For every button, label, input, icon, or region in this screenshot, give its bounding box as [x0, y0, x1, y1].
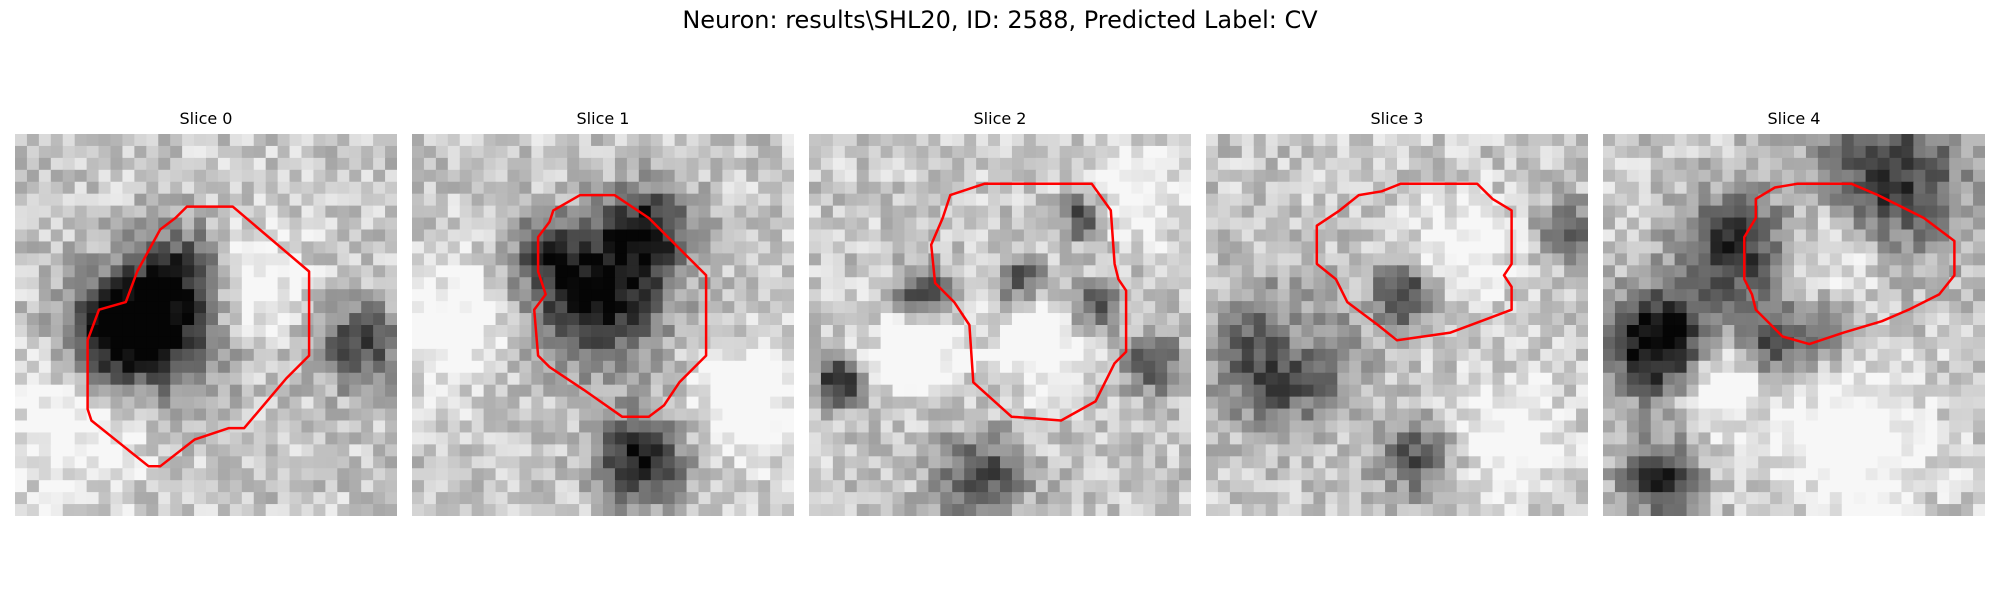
roi-contour: [1315, 182, 1513, 342]
roi-contour: [929, 182, 1128, 422]
slice-panel-3: Slice 3: [1206, 108, 1588, 516]
figure-title: Neuron: results\SHL20, ID: 2588, Predict…: [682, 6, 1318, 34]
slice-panel-2: Slice 2: [809, 108, 1191, 516]
slice-panel-0: Slice 0: [15, 108, 397, 516]
roi-contour: [1743, 182, 1956, 346]
slice-image-0: [15, 134, 397, 516]
slice-title: Slice 0: [179, 109, 233, 128]
slice-image-2: [809, 134, 1191, 516]
slice-title: Slice 3: [1370, 109, 1424, 128]
slice-image-3: [1206, 134, 1588, 516]
slice-title: Slice 2: [973, 109, 1027, 128]
roi-contour: [86, 205, 311, 468]
slice-panel-4: Slice 4: [1603, 108, 1985, 516]
slice-title: Slice 4: [1767, 109, 1821, 128]
slice-image-1: [412, 134, 794, 516]
roi-contour: [532, 193, 708, 418]
slice-panel-1: Slice 1: [412, 108, 794, 516]
slice-title: Slice 1: [576, 109, 630, 128]
slice-image-4: [1603, 134, 1985, 516]
